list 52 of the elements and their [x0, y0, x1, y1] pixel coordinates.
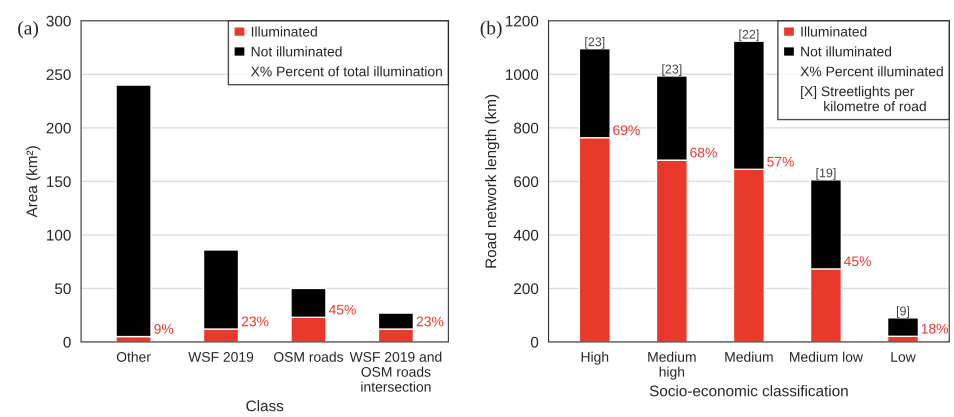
x-axis-title: Socio-economic classification [650, 385, 848, 396]
legend-label: Illuminated [252, 26, 317, 37]
annotation: X% Percent of total illumination [250, 66, 442, 76]
y-tick-label: 50 [54, 283, 71, 294]
bar [886, 317, 920, 338]
annotation: 9% [154, 324, 174, 334]
chart-title: (b) [480, 20, 502, 38]
y-tick-label: 300 [46, 16, 71, 27]
y-tick-label: 0 [530, 336, 538, 348]
annotation: 57% [767, 156, 794, 167]
y-tick-label: 250 [46, 69, 71, 80]
annotation: 68% [690, 148, 717, 158]
y-tick-label: 200 [514, 283, 538, 294]
y-tick-label: 1000 [506, 69, 538, 80]
y-axis-title: Area (km²) [26, 146, 40, 218]
x-tick-label: Medium low [790, 352, 864, 362]
annotation: 23% [242, 316, 268, 326]
annotation: 69% [613, 125, 640, 136]
annotation: X% Percent illuminated [800, 66, 943, 76]
annotation: [X] Streetlights per kilometre of road [801, 86, 926, 112]
legend-label: Not illuminated [252, 46, 342, 56]
y-tick-label: 400 [514, 230, 538, 241]
y-tick-label: 200 [46, 122, 71, 134]
annotation: [19] [816, 168, 836, 180]
y-tick-label: 1200 [506, 16, 538, 27]
x-tick-label: OSM roads [274, 352, 344, 362]
chart-title: (a) [18, 20, 38, 38]
y-tick-label: 800 [514, 122, 538, 134]
y-tick-label: 600 [514, 176, 538, 188]
annotation: [22] [739, 30, 758, 42]
x-tick-label: Medium [725, 352, 773, 362]
annotation: [23] [585, 37, 604, 49]
y-tick-label: 100 [47, 230, 71, 241]
x-tick-label: Medium high [648, 352, 696, 380]
legend-label: Not illuminated [801, 46, 892, 56]
annotation: [23] [662, 64, 682, 76]
annotation: 23% [416, 316, 444, 326]
x-tick-label: WSF 2019 and OSM roads intersection [350, 352, 442, 392]
annotation: [9] [896, 306, 910, 318]
y-tick-label: 150 [47, 176, 71, 188]
bar [115, 84, 152, 338]
y-axis-title: Road network length (km) [485, 94, 500, 268]
x-tick-label: High [582, 352, 608, 365]
annotation: 45% [328, 304, 356, 315]
annotation: 18% [922, 324, 948, 334]
y-tick-label: 0 [63, 336, 71, 348]
annotation: 45% [844, 256, 871, 266]
x-axis-title: Class [246, 400, 284, 412]
x-tick-label: Low [891, 352, 916, 362]
x-tick-label: WSF 2019 [188, 352, 254, 362]
legend-label: Illuminated [801, 26, 866, 37]
x-tick-label: Other [116, 352, 151, 362]
